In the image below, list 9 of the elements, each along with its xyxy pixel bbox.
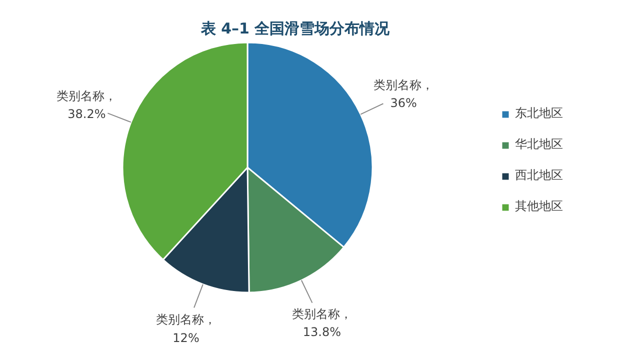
data-label: 类别名称， 36% [374, 78, 434, 110]
legend-label: 其他地区 [515, 198, 563, 215]
data-label: 类别名称， 38.2% [56, 88, 117, 122]
data-label: 类别名称， 12% [156, 312, 216, 345]
data-label: 类别名称， 13.8% [292, 307, 352, 340]
legend-label: 东北地区 [515, 105, 563, 122]
legend-label: 华北地区 [515, 136, 563, 153]
legend-label: 西北地区 [515, 167, 563, 184]
chart-title: 表 4–1 全国滑雪场分布情况 [200, 20, 391, 38]
